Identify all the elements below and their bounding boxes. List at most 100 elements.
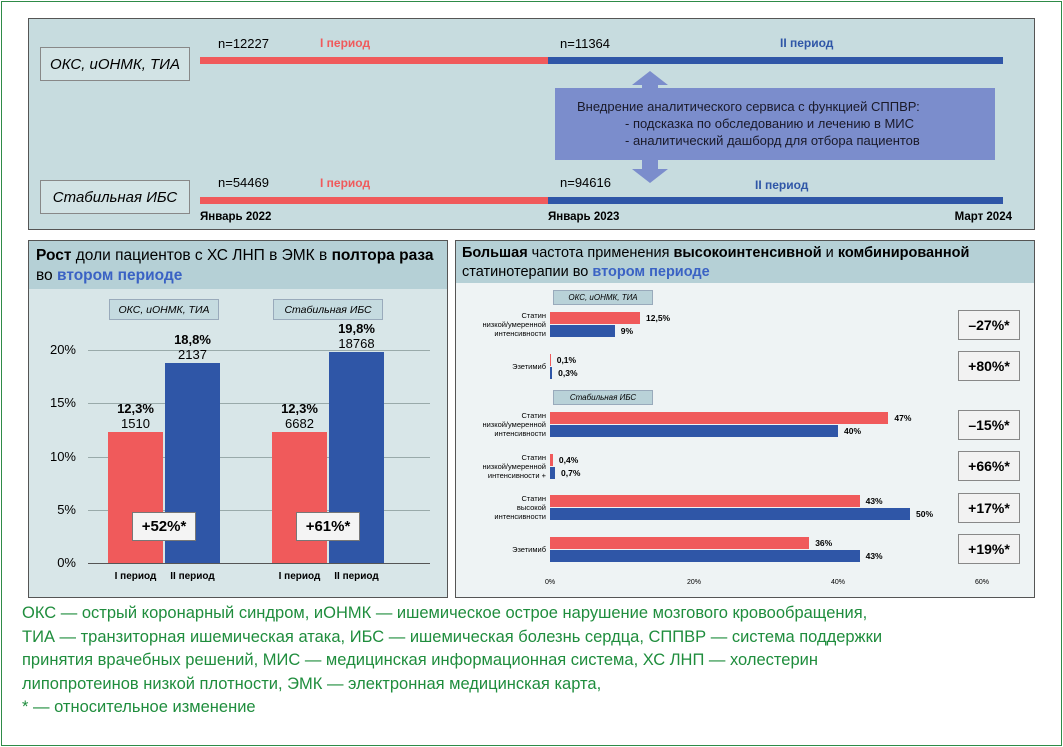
y-tick-label: 15% (49, 395, 76, 411)
n-label: n=54469 (218, 175, 269, 190)
left-panel-header (29, 241, 447, 289)
title-part: во (36, 267, 57, 284)
bar (550, 549, 860, 562)
y-tick-label: 20% (49, 342, 76, 358)
group-label: Стабильная ИБС (273, 299, 383, 320)
x-tick-label: II период (334, 571, 379, 582)
change-label: –15%* (958, 409, 1020, 440)
date-label: Январь 2022 (200, 211, 272, 223)
value-label: 12,3% (117, 401, 154, 417)
row-label: ОКС, иОНМК, ТИА (40, 47, 190, 81)
bar (108, 432, 163, 563)
change-label: –27%* (958, 309, 1020, 340)
change-label: +66%* (958, 451, 1020, 481)
bar (550, 412, 889, 424)
period-label: II период (755, 178, 809, 192)
period-bar (200, 57, 548, 64)
title-part: высокоинтенсивной (673, 245, 822, 261)
footnote-line: * — относительное изменение (22, 698, 256, 716)
bar (550, 353, 551, 366)
x-tick-label: 40% (830, 579, 845, 586)
footnote-line: принятия врачебных решений, МИС — медици… (22, 651, 818, 669)
arrow-up (632, 71, 668, 89)
value-label: 40% (844, 426, 862, 436)
group-label: ОКС, иОНМК, ТИА (109, 299, 219, 320)
footnote-line: ТИА — транзиторная ишемическая атака, ИБ… (22, 627, 883, 646)
x-tick-label: II период (170, 571, 215, 582)
bar (550, 453, 553, 466)
chart-title: Рост доли пациентов с ХС ЛНП в ЭМК в пол… (36, 246, 441, 286)
category-label: Статин низкой/умеренной интенсивности (482, 311, 546, 338)
value-label: 0,1% (556, 354, 577, 365)
bar (550, 312, 640, 324)
y-tick-label: 5% (57, 501, 76, 517)
category-label: Статин низкой/умеренной интенсивности (482, 411, 546, 438)
period-label: I период (320, 36, 371, 50)
value-label: 18,8% (174, 331, 211, 347)
period-bar (548, 197, 1003, 204)
bar (550, 366, 553, 379)
date-label: Январь 2023 (548, 211, 620, 223)
value-label: 0,7% (561, 467, 581, 478)
intervention-box: Внедрение аналитического сервиса с функц… (555, 88, 995, 160)
x-tick-label: I период (278, 571, 321, 582)
title-part: втором периоде (57, 267, 183, 284)
value-label: 0,3% (558, 367, 578, 378)
period-bar (200, 197, 548, 204)
section-label: Стабильная ИБС (553, 390, 653, 405)
title-part: доли пациентов с ХС ЛНП в ЭМК в (71, 247, 332, 264)
change-label: +52%* (132, 512, 196, 541)
category-label: Статин высокой интенсивности (494, 494, 546, 521)
bar (550, 425, 838, 437)
title-part: комбинированной (837, 245, 970, 261)
change-label: +19%* (958, 534, 1020, 564)
x-tick-label: 20% (686, 579, 701, 586)
right-panel-header (456, 241, 1034, 283)
grid-line (88, 456, 430, 458)
title-part: статинотерапии во (462, 264, 593, 280)
title-part: Большая (462, 245, 528, 261)
title-part: втором периоде (592, 264, 710, 280)
bar (550, 495, 860, 507)
count-label: 18768 (338, 336, 375, 352)
grid-line (88, 403, 430, 405)
n-label: n=11364 (560, 36, 611, 51)
bar (272, 432, 327, 563)
date-label: Март 2024 (954, 211, 1012, 223)
change-label: +80%* (958, 351, 1020, 381)
change-label: +17%* (958, 492, 1020, 523)
value-label: 43% (865, 496, 883, 506)
count-label: 2137 (178, 346, 207, 362)
bar (550, 325, 615, 337)
bar (550, 536, 810, 549)
category-label: Эзетимиб (512, 361, 546, 371)
y-tick-label: 0% (57, 555, 76, 570)
n-label: n=12227 (218, 36, 269, 51)
title-part: полтора раза (331, 247, 434, 264)
period-bar (548, 57, 1003, 64)
chart-title: Большая частота применения высокоинтенси… (462, 244, 1032, 282)
x-tick-label: 0% (544, 579, 556, 586)
footnote-line: липопротеинов низкой плотности, ЭМК — эл… (22, 674, 602, 693)
y-tick-label: 10% (49, 448, 76, 464)
value-label: 43% (865, 550, 883, 561)
period-label: II период (780, 36, 834, 50)
row-label: Стабильная ИБС (40, 180, 190, 214)
value-label: 12,3% (281, 401, 318, 417)
category-label: Статин низкой/умеренной интенсивности + (482, 452, 546, 480)
intervention-item: - аналитический дашборд для отбора пацие… (625, 133, 920, 148)
bar (550, 508, 910, 520)
footnote-line: ОКС — острый коронарный синдром, иОНМК —… (22, 604, 868, 622)
x-tick-label: I период (114, 571, 157, 582)
value-label: 50% (916, 509, 934, 519)
category-label: Эзетимиб (512, 544, 546, 554)
change-label: +61%* (296, 512, 360, 541)
title-part: и (821, 245, 838, 261)
n-label: n=94616 (560, 175, 611, 190)
period-label: I период (320, 176, 371, 190)
arrow-down (632, 160, 668, 183)
section-label: ОКС, иОНМК, ТИА (553, 290, 653, 305)
